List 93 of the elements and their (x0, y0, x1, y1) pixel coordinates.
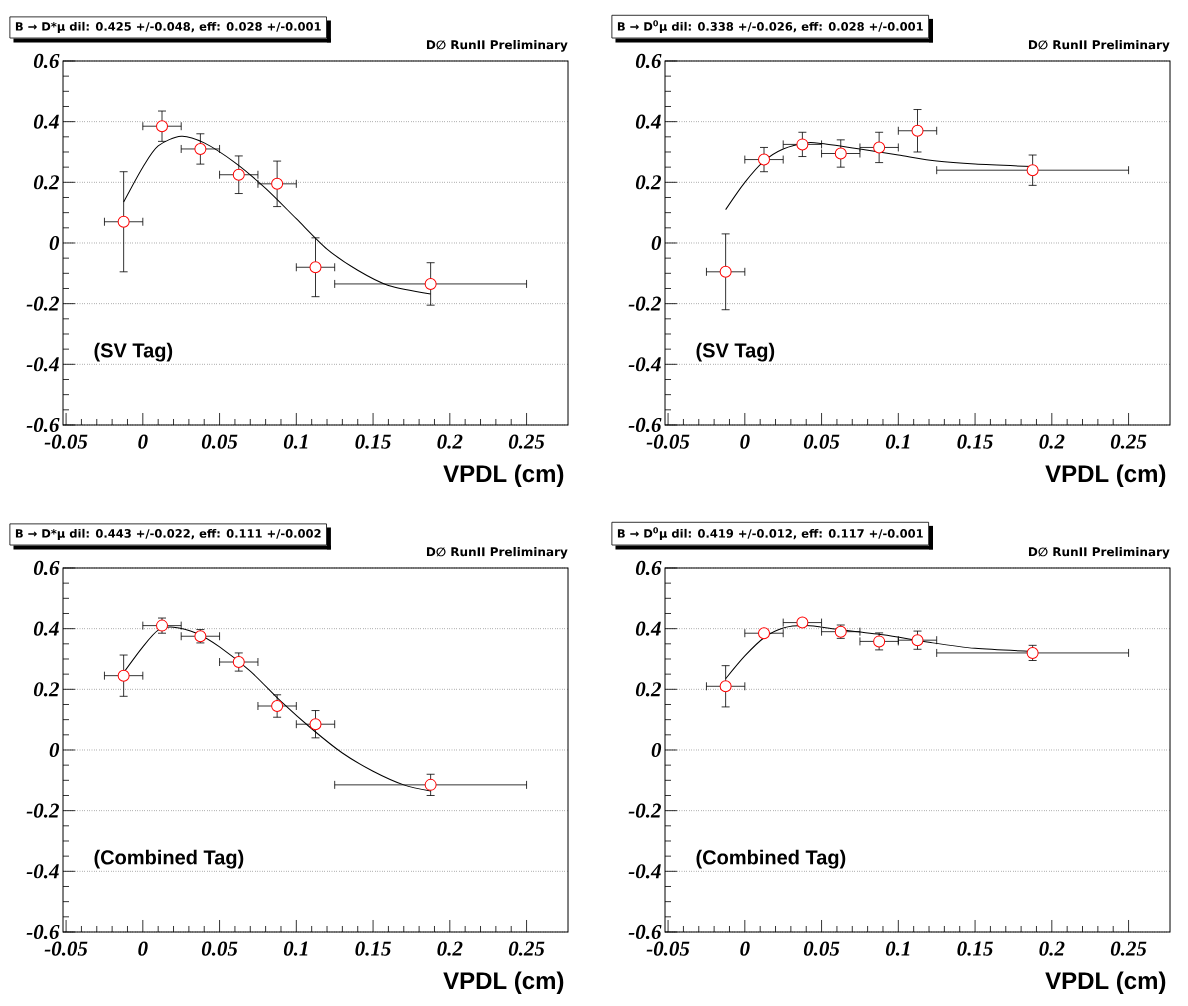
point (309, 718, 322, 731)
chart-subtitle: D∅ RunII Preliminary (1028, 546, 1170, 559)
point (911, 124, 924, 137)
x-tick-label: 0.15 (957, 434, 993, 449)
x-axis-title: VPDL (cm) (443, 971, 564, 994)
y-tick-label: 0.6 (635, 53, 662, 69)
point (758, 153, 771, 166)
annotation: (Combined Tag) (696, 849, 846, 869)
y-tick-label: -0.2 (628, 803, 661, 818)
point (117, 669, 130, 682)
x-axis-title: VPDL (cm) (443, 464, 564, 487)
x-tick-label: 0.2 (437, 434, 463, 449)
x-tick-label: 0 (138, 434, 148, 449)
x-tick-label: -0.05 (44, 434, 88, 449)
point (1026, 164, 1039, 177)
x-tick-label: 0.05 (803, 434, 840, 449)
x-axis-title: VPDL (cm) (1045, 971, 1166, 994)
y-tick-label: -0.4 (628, 357, 661, 372)
y-tick-label: -0.6 (628, 924, 662, 940)
x-tick-label: 0.15 (355, 941, 391, 956)
x-tick-label: 0.1 (885, 434, 910, 449)
x-tick-label: 0.2 (1039, 434, 1065, 449)
x-tick-label: 0.05 (803, 941, 840, 956)
point (758, 627, 771, 640)
x-tick-label: 0.25 (1110, 941, 1147, 956)
y-tick-label: 0.2 (635, 175, 661, 190)
x-tick-label: 0.05 (201, 941, 238, 956)
y-tick-label: 0 (651, 235, 662, 251)
x-tick-label: 0.1 (283, 941, 308, 956)
y-tick-label: 0.6 (635, 560, 662, 576)
y-tick-label: -0.6 (26, 417, 60, 433)
point (156, 120, 169, 133)
y-tick-label: 0.2 (635, 682, 661, 697)
x-tick-label: 0.15 (957, 941, 993, 956)
y-tick-label: 0 (49, 235, 60, 251)
y-tick-label: 0.2 (33, 175, 59, 190)
x-tick-label: 0.05 (201, 434, 238, 449)
x-tick-label: 0 (740, 941, 750, 956)
y-tick-label: -0.4 (26, 357, 59, 372)
point (719, 265, 732, 278)
x-tick-label: 0.15 (355, 434, 391, 449)
y-tick-label: 0.4 (33, 114, 59, 129)
x-tick-label: 0.1 (283, 434, 308, 449)
chart-subtitle: D∅ RunII Preliminary (1028, 39, 1170, 52)
point (424, 778, 437, 791)
x-tick-label: 0.2 (1039, 941, 1065, 956)
y-tick-label: -0.4 (26, 864, 59, 879)
point (834, 147, 847, 160)
x-tick-label: 0 (740, 434, 750, 449)
point (271, 177, 284, 190)
y-tick-label: 0.4 (33, 621, 59, 636)
point (271, 700, 284, 712)
annotation: (SV Tag) (94, 342, 173, 362)
y-tick-label: -0.2 (628, 296, 661, 311)
x-tick-label: -0.05 (646, 941, 690, 956)
x-tick-label: 0.25 (508, 941, 545, 956)
chart-title: B → D*μ dil: 0.425 +/-0.048, eff: 0.028 +/-0.001 (15, 21, 321, 34)
annotation: (Combined Tag) (94, 849, 244, 869)
point (719, 680, 732, 693)
point (232, 168, 245, 181)
x-tick-label: 0.2 (437, 941, 463, 956)
y-tick-label: 0.6 (33, 53, 60, 69)
x-tick-label: 0 (138, 941, 148, 956)
chart-title: B → D$^{0}$μ dil: 0.338 +/-0.026, eff: 0.028 +/-0.001 (617, 20, 923, 34)
chart-subtitle: D∅ RunII Preliminary (426, 39, 568, 52)
y-tick-label: 0 (49, 742, 60, 758)
y-tick-label: -0.6 (26, 924, 60, 940)
point (796, 616, 809, 629)
point (796, 138, 809, 151)
annotation: (SV Tag) (696, 342, 775, 362)
y-tick-label: -0.2 (26, 296, 59, 311)
y-tick-label: 0.6 (33, 560, 60, 576)
chart-title: B → D$^{0}$μ dil: 0.419 +/-0.012, eff: 0.117 +/-0.001 (617, 527, 923, 541)
point (194, 142, 207, 155)
chart-title: B → D*μ dil: 0.443 +/-0.022, eff: 0.111 +/-0.002 (15, 528, 321, 541)
x-axis-title: VPDL (cm) (1045, 464, 1166, 487)
y-tick-label: 0 (651, 742, 662, 758)
y-tick-label: 0.2 (33, 682, 59, 697)
point (309, 261, 322, 274)
y-tick-label: 0.4 (635, 114, 661, 129)
chart-subtitle: D∅ RunII Preliminary (426, 546, 568, 559)
y-tick-label: -0.4 (628, 864, 661, 879)
point (873, 141, 886, 154)
x-tick-label: 0.25 (508, 434, 545, 449)
y-tick-label: -0.6 (628, 417, 662, 433)
x-tick-label: 0.1 (885, 941, 910, 956)
x-tick-label: 0.25 (1110, 434, 1147, 449)
y-tick-label: -0.2 (26, 803, 59, 818)
point (424, 277, 437, 290)
x-tick-label: -0.05 (44, 941, 88, 956)
point (117, 215, 130, 228)
x-tick-label: -0.05 (646, 434, 690, 449)
y-tick-label: 0.4 (635, 621, 661, 636)
